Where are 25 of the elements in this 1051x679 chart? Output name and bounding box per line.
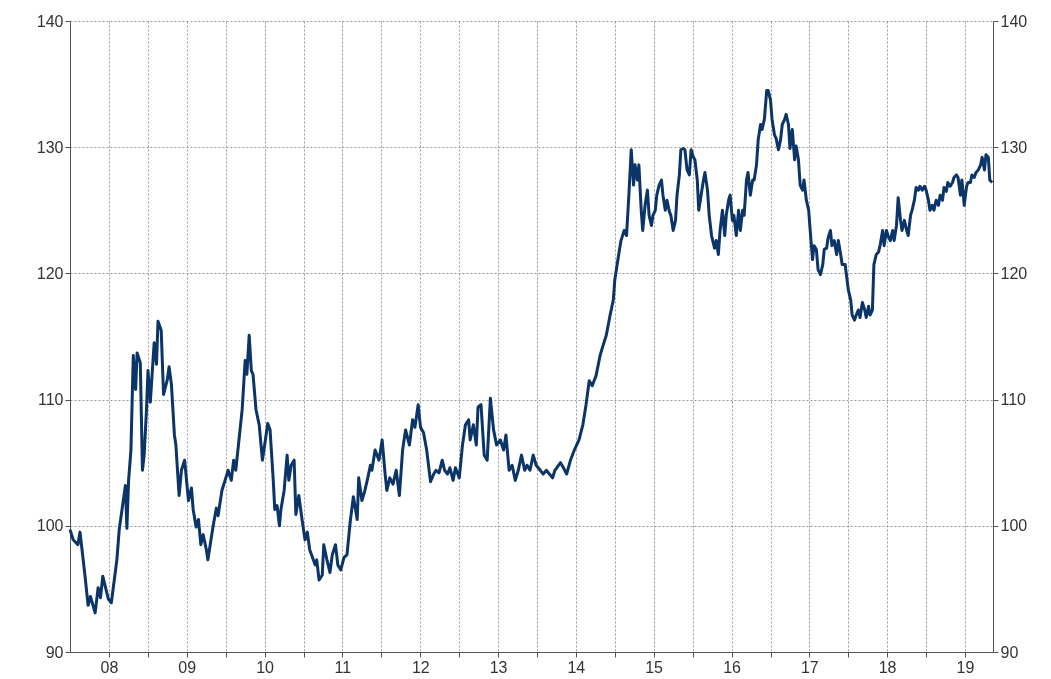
x-tick-label: 12 (411, 658, 430, 676)
y2-tick-label: 100 (1000, 517, 1028, 535)
x-tick-label: 16 (723, 658, 742, 676)
x-tick-label: 08 (100, 658, 119, 676)
y2-tick-label: 120 (1000, 264, 1028, 282)
x-tick-label: 14 (567, 658, 586, 676)
y2-tick-label: 140 (1000, 12, 1028, 30)
x-tick-label: 17 (800, 658, 819, 676)
y2-tick-label: 110 (1000, 391, 1027, 409)
y-tick-label: 110 (37, 391, 64, 409)
x-tick-label: 13 (489, 658, 508, 676)
x-tick-label: 15 (645, 658, 664, 676)
y-tick-label: 90 (45, 643, 64, 661)
line-series (68, 88, 994, 615)
y2-tick-label: 90 (1000, 643, 1019, 661)
x-tick-label: 09 (178, 658, 197, 676)
y-tick-label: 130 (36, 138, 64, 156)
y2-tick-label: 130 (1000, 138, 1028, 156)
y-tick-label: 140 (36, 12, 64, 30)
x-tick-label: 19 (956, 658, 975, 676)
x-tick-label: 11 (334, 658, 352, 676)
y-tick-label: 120 (36, 264, 64, 282)
y-tick-label: 100 (36, 517, 64, 535)
x-tick-label: 10 (256, 658, 275, 676)
x-tick-label: 18 (878, 658, 897, 676)
